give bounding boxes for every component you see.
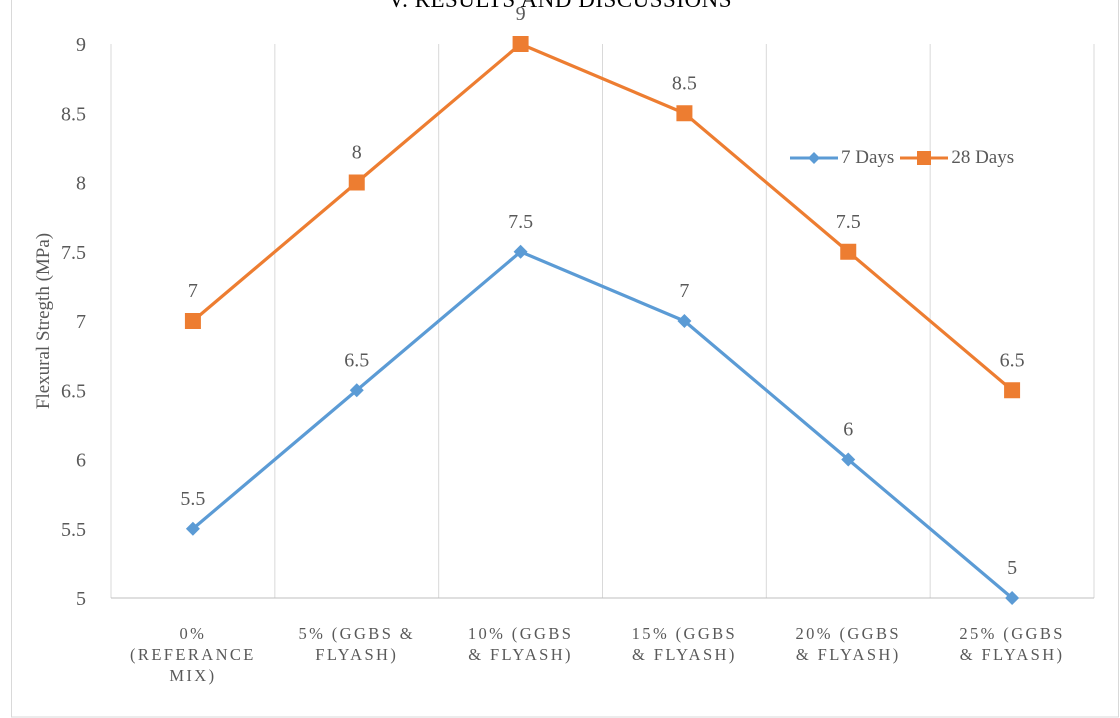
data-point-7-days — [841, 452, 856, 467]
y-tick-label: 5.5 — [61, 519, 86, 541]
data-point-28-days — [512, 36, 529, 52]
data-label: 7 — [679, 280, 689, 302]
x-tick-label: 0% (REFERANCE MIX) — [130, 624, 256, 685]
data-label: 7.5 — [508, 211, 533, 233]
x-tick-label: 5% (GGBS & FLYASH) — [298, 624, 416, 664]
chart-border — [11, 0, 1119, 718]
data-label: 7.5 — [836, 211, 861, 233]
data-point-28-days — [1004, 382, 1021, 399]
legend-swatch-diamond-icon — [790, 152, 838, 164]
legend-item-28-days: 28 Days — [900, 147, 1014, 169]
legend-swatch-square-icon — [900, 151, 949, 165]
series-line-7-days — [191, 250, 1014, 600]
chart-legend: 7 Days 28 Days — [790, 147, 1020, 169]
data-point-7-days — [185, 521, 200, 536]
y-tick-label: 5 — [76, 588, 86, 610]
y-axis-title: Flexural Stregth (MPa) — [33, 233, 54, 409]
data-point-7-days — [1005, 591, 1020, 605]
data-point-7-days — [349, 383, 364, 398]
data-label: 6.5 — [344, 349, 369, 371]
data-label: 6.5 — [1000, 349, 1025, 371]
y-tick-label: 6.5 — [61, 380, 86, 402]
data-label: 6 — [843, 419, 853, 441]
data-point-28-days — [840, 243, 857, 260]
data-label: 5.5 — [180, 488, 205, 510]
data-label: 9 — [516, 3, 526, 25]
data-label: 8 — [352, 142, 362, 164]
data-point-28-days — [348, 174, 365, 191]
y-tick-label: 8 — [76, 173, 86, 195]
data-label: 7 — [188, 280, 198, 302]
y-tick-label: 8.5 — [61, 103, 86, 125]
x-tick-label: 25% (GGBS & FLYASH) — [959, 624, 1065, 664]
legend-item-7-days: 7 Days — [790, 147, 894, 169]
y-tick-label: 7.5 — [61, 242, 86, 264]
data-label: 8.5 — [672, 72, 697, 94]
data-point-28-days — [184, 313, 201, 329]
legend-label-7-days: 7 Days — [841, 147, 895, 168]
data-point-7-days — [677, 314, 692, 328]
y-tick-label: 7 — [76, 311, 86, 333]
data-point-28-days — [676, 105, 693, 122]
legend-label-28-days: 28 Days — [951, 147, 1015, 168]
series-line-28-days — [191, 42, 1014, 392]
x-tick-label: 15% (GGBS & FLYASH) — [631, 624, 738, 664]
y-tick-label: 9 — [76, 34, 86, 56]
section-heading-fragment: V. RESULTS AND DISCUSSIONS — [0, 0, 1120, 13]
y-tick-label: 6 — [76, 450, 86, 472]
x-tick-label: 10% (GGBS & FLYASH) — [467, 624, 574, 664]
data-point-7-days — [513, 244, 528, 259]
x-tick-label: 20% (GGBS & FLYASH) — [795, 624, 901, 664]
data-label: 5 — [1007, 557, 1017, 579]
